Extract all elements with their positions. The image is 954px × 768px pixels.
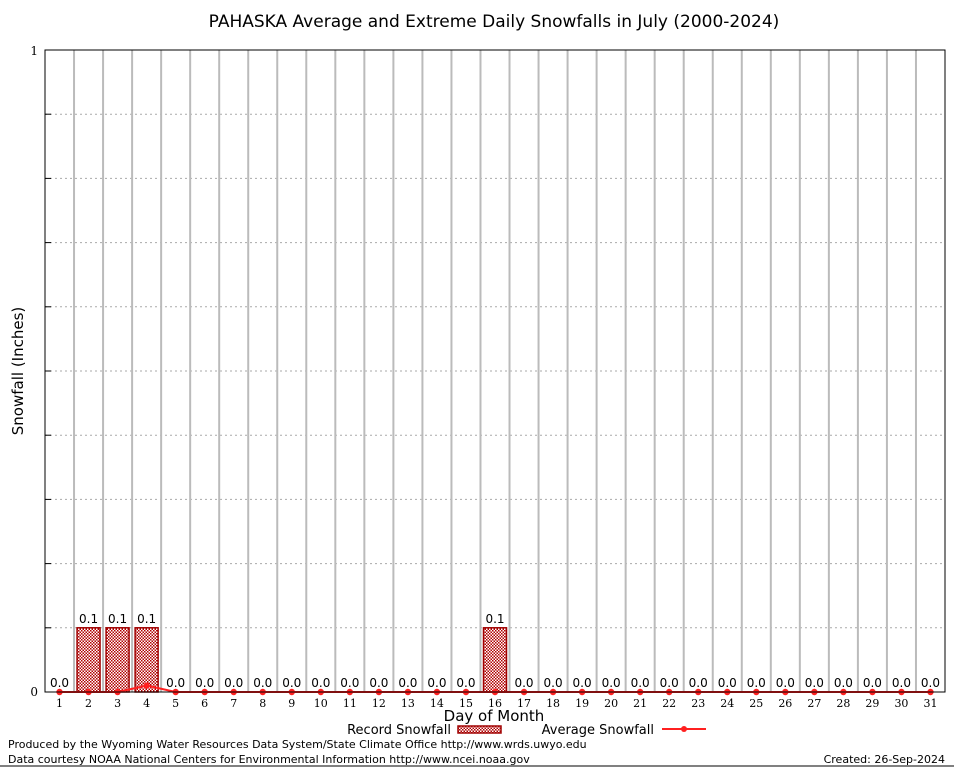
x-tick-label: 9 [288,697,295,710]
legend-label-average: Average Snowfall [542,723,654,738]
footer-created-date: Created: 26-Sep-2024 [824,753,945,766]
record-bar-label: 0.0 [834,676,853,690]
record-bar-label: 0.0 [631,676,650,690]
record-bar-label: 0.0 [573,676,592,690]
record-bar-label: 0.0 [776,676,795,690]
x-tick-label: 14 [430,697,444,710]
x-tick-label: 12 [372,697,386,710]
x-tick-label: 10 [314,697,328,710]
record-bar-label: 0.0 [427,676,446,690]
record-bar-label: 0.0 [863,676,882,690]
record-bar-label: 0.0 [224,676,243,690]
record-bar-label: 0.0 [805,676,824,690]
y-tick-label-max: 1 [30,44,38,58]
x-tick-label: 24 [720,697,734,710]
x-tick-label: 19 [575,697,589,710]
record-bar-label: 0.0 [921,676,940,690]
record-bar-label: 0.1 [137,612,156,626]
chart-title: PAHASKA Average and Extreme Daily Snowfa… [209,12,780,32]
legend-label-record: Record Snowfall [347,723,451,738]
x-tick-label: 11 [343,697,357,710]
x-tick-label: 28 [836,697,850,710]
x-tick-label: 25 [749,697,763,710]
legend-swatch-record [457,725,502,734]
footer-data-courtesy: Data courtesy NOAA National Centers for … [8,753,530,766]
record-bar-label: 0.0 [50,676,69,690]
x-tick-label: 8 [259,697,266,710]
x-tick-label: 18 [546,697,560,710]
record-bar-label: 0.0 [747,676,766,690]
record-bar-label: 0.0 [282,676,301,690]
x-tick-label: 22 [662,697,676,710]
record-bar-label: 0.0 [253,676,272,690]
x-tick-label: 13 [401,697,415,710]
record-bar [76,627,101,693]
x-tick-label: 23 [691,697,705,710]
x-tick-label: 29 [865,697,879,710]
legend: Record Snowfall Average Snowfall [347,723,706,738]
x-tick-label: 20 [604,697,618,710]
record-bar-label: 0.0 [689,676,708,690]
legend-marker-average [681,726,687,732]
x-tick-label: 6 [201,697,208,710]
x-tick-label: 26 [778,697,792,710]
record-bar [134,627,159,693]
record-bar-label: 0.0 [544,676,563,690]
record-bar-label: 0.1 [108,612,127,626]
x-tick-label: 4 [143,697,150,710]
footer-produced-by: Produced by the Wyoming Water Resources … [8,738,587,751]
x-tick-label: 1 [56,697,63,710]
y-tick-label-zero: 0 [30,685,38,699]
record-bar-label: 0.0 [398,676,417,690]
x-tick-label: 3 [114,697,121,710]
average-point [143,682,150,689]
y-axis-label: Snowfall (Inches) [9,307,27,435]
record-bar-label: 0.1 [485,612,504,626]
x-tick-label: 31 [923,697,937,710]
x-tick-label: 16 [488,697,502,710]
record-bar-label: 0.0 [892,676,911,690]
x-tick-label: 27 [807,697,821,710]
x-tick-label: 7 [230,697,237,710]
record-bar-label: 0.0 [340,676,359,690]
plot-frame [44,49,946,693]
x-tick-label: 5 [172,697,179,710]
record-bar-label: 0.0 [718,676,737,690]
record-bar-label: 0.0 [456,676,475,690]
x-tick-label: 15 [459,697,473,710]
record-bar-label: 0.0 [166,676,185,690]
x-tick-label: 2 [85,697,92,710]
record-bar-label: 0.0 [660,676,679,690]
record-bar-label: 0.0 [369,676,388,690]
record-bar-label: 0.0 [195,676,214,690]
record-bar [105,627,130,693]
record-bar-label: 0.1 [79,612,98,626]
record-bar [482,627,508,693]
x-tick-label: 21 [633,697,647,710]
record-bar-label: 0.0 [602,676,621,690]
record-bar-label: 0.0 [514,676,533,690]
record-bar-label: 0.0 [311,676,330,690]
x-axis-label: Day of Month [444,707,545,725]
x-tick-label: 30 [894,697,908,710]
x-tick-label: 17 [517,697,531,710]
